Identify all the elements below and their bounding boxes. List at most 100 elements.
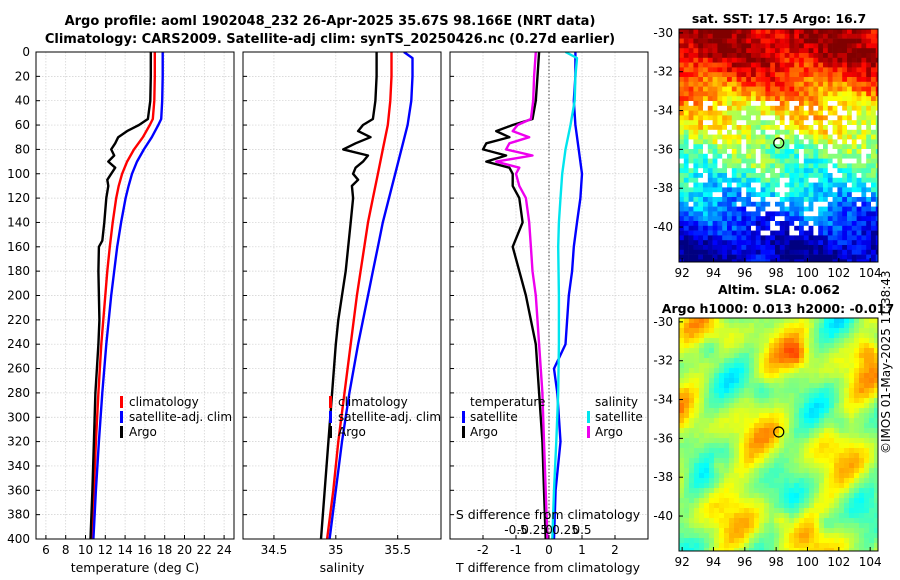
sst-cell xyxy=(794,225,800,231)
sst-cell xyxy=(736,177,742,183)
sst-cell xyxy=(799,91,805,97)
sst-cell xyxy=(861,225,867,231)
y-tick-label: 380 xyxy=(7,508,30,522)
sst-cell xyxy=(679,225,685,231)
sst-cell xyxy=(808,249,814,255)
sst-cell xyxy=(799,240,805,246)
sla-cell xyxy=(744,513,750,519)
sla-cell xyxy=(869,328,875,334)
sst-cell xyxy=(717,53,723,59)
sla-cell xyxy=(779,518,785,524)
sst-cell xyxy=(741,245,747,251)
sst-cell xyxy=(856,86,862,92)
sla-cell xyxy=(804,543,810,549)
sst-cell xyxy=(856,235,862,241)
sla-cell xyxy=(679,383,685,389)
sla-cell xyxy=(694,433,700,439)
sst-cell xyxy=(871,245,877,251)
sst-cell xyxy=(736,129,742,135)
sst-cell xyxy=(688,38,694,44)
sla-cell xyxy=(699,353,705,359)
sst-cell xyxy=(717,192,723,198)
sst-cell xyxy=(799,110,805,116)
sst-cell xyxy=(871,206,877,212)
sst-cell xyxy=(731,168,737,174)
sst-cell xyxy=(784,144,790,150)
sla-cell xyxy=(799,393,805,399)
sla-cell xyxy=(814,423,820,429)
y-tick-label: 260 xyxy=(7,362,30,376)
sst-cell xyxy=(875,125,878,131)
sla-cell xyxy=(794,478,800,484)
sst-cell xyxy=(741,96,747,102)
sst-cell xyxy=(707,211,713,217)
sst-cell xyxy=(760,206,766,212)
sla-cell xyxy=(739,383,745,389)
sst-cell xyxy=(731,134,737,140)
sla-cell xyxy=(844,358,850,364)
sst-cell xyxy=(741,249,747,255)
sla-cell xyxy=(709,423,715,429)
sst-cell xyxy=(736,144,742,150)
sla-cell xyxy=(829,363,835,369)
sla-cell xyxy=(774,478,780,484)
sla-cell xyxy=(754,493,760,499)
sla-cell xyxy=(844,523,850,529)
sla-cell xyxy=(739,378,745,384)
sla-cell xyxy=(679,423,685,429)
sla-cell xyxy=(729,358,735,364)
sla-cell xyxy=(839,483,845,489)
sst-cell xyxy=(688,216,694,222)
sst-cell xyxy=(683,33,689,39)
sst-cell xyxy=(808,105,814,111)
sla-cell xyxy=(864,458,870,464)
sla-cell xyxy=(714,363,720,369)
sla-cell xyxy=(769,438,775,444)
sla-cell xyxy=(779,388,785,394)
sla-cell xyxy=(739,358,745,364)
sla-cell xyxy=(714,523,720,529)
sst-cell xyxy=(736,38,742,44)
sla-cell xyxy=(869,538,875,544)
sst-cell xyxy=(818,38,824,44)
sla-cell xyxy=(694,373,700,379)
lat-tick-label: -36 xyxy=(653,431,673,445)
sst-cell xyxy=(703,158,709,164)
sst-cell xyxy=(794,216,800,222)
sla-cell xyxy=(859,528,865,534)
sla-cell xyxy=(834,413,840,419)
difference-legend: temperature satellite Argo salinity sate… xyxy=(462,395,643,439)
sst-cell xyxy=(813,110,819,116)
sla-cell xyxy=(694,463,700,469)
sst-cell xyxy=(875,53,878,59)
sla-cell xyxy=(749,428,755,434)
sst-cell xyxy=(808,120,814,126)
sst-cell xyxy=(693,197,699,203)
sla-cell xyxy=(704,538,710,544)
sla-cell xyxy=(844,433,850,439)
sla-cell xyxy=(859,493,865,499)
sst-cell xyxy=(803,105,809,111)
sst-cell xyxy=(871,101,877,107)
sla-cell xyxy=(804,548,810,551)
sla-cell xyxy=(874,333,878,339)
sst-cell xyxy=(703,62,709,68)
sst-cell xyxy=(746,158,752,164)
sst-cell xyxy=(784,115,790,121)
sst-cell xyxy=(698,62,704,68)
sst-cell xyxy=(832,153,838,159)
sst-cell xyxy=(755,129,761,135)
sst-cell xyxy=(789,115,795,121)
sla-cell xyxy=(729,443,735,449)
sst-cell xyxy=(837,259,843,262)
sst-cell xyxy=(808,235,814,241)
sst-cell xyxy=(703,192,709,198)
sst-cell xyxy=(875,86,878,92)
sla-cell xyxy=(874,458,878,464)
sst-cell xyxy=(741,134,747,140)
sst-cell xyxy=(760,235,766,241)
sst-cell xyxy=(770,134,776,140)
sla-cell xyxy=(804,528,810,534)
sst-cell xyxy=(808,259,814,262)
sla-cell xyxy=(854,368,860,374)
